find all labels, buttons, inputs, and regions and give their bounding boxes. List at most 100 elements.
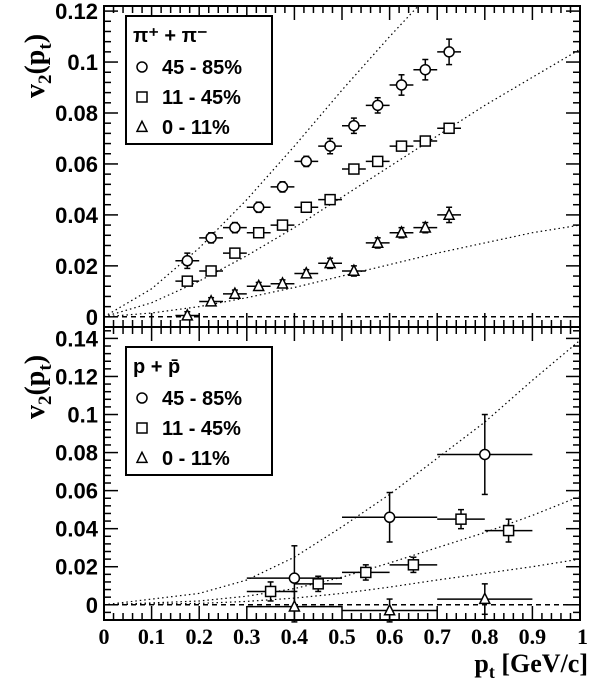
circle-marker — [136, 392, 148, 404]
x-tick-label: 0.2 — [185, 624, 213, 649]
triangle-marker — [347, 263, 361, 277]
square-marker — [276, 219, 289, 231]
square-marker — [407, 559, 420, 571]
series-circle — [175, 38, 461, 270]
circle-marker — [276, 181, 289, 193]
data-point — [246, 226, 271, 239]
y-tick-label: 0.12 — [55, 364, 98, 389]
data-point — [246, 590, 342, 623]
y-axis-label: v2(pt) — [20, 34, 56, 98]
model-curve — [104, 48, 580, 318]
data-point — [294, 201, 319, 214]
data-point — [318, 193, 342, 206]
data-point — [413, 135, 438, 147]
data-point — [294, 575, 342, 593]
square-marker — [443, 122, 455, 135]
y-tick-label: 0.08 — [55, 441, 98, 466]
top-panel: 0 0.02 0.04 0.06 0.08 0.1 0.12 v2(pt) π⁺ + π⁻ 45 … — [20, 0, 581, 330]
legend-entry: 11 - 45% — [162, 87, 241, 109]
square-marker — [324, 193, 336, 206]
x-ticks — [103, 327, 581, 620]
data-point — [437, 413, 533, 496]
y-tick-label: 0.04 — [55, 517, 99, 542]
data-point — [389, 140, 414, 152]
x-tick-label: 1 — [577, 624, 588, 649]
y-tick-label: 0 — [86, 305, 98, 330]
triangle-marker — [395, 225, 408, 238]
triangle-marker — [181, 308, 194, 321]
data-point — [437, 38, 461, 66]
data-point — [342, 117, 366, 135]
data-point — [437, 508, 485, 530]
series-circle — [246, 413, 533, 612]
square-marker — [312, 578, 324, 590]
data-point — [365, 155, 390, 168]
y-tick-label: 0.1 — [67, 50, 98, 75]
legend-entry: 11 - 45% — [162, 418, 241, 440]
x-tick-label: 0.6 — [376, 624, 404, 649]
circle-marker — [383, 511, 396, 524]
data-point — [270, 181, 295, 193]
data-point — [199, 265, 223, 277]
data-point — [246, 581, 295, 602]
triangle-marker — [252, 278, 265, 292]
series-triangle — [175, 206, 461, 321]
square-marker — [205, 265, 217, 277]
x-axis-label: pt [GeV/c] — [474, 649, 588, 681]
triangle-marker — [204, 294, 218, 307]
legend-box — [125, 346, 273, 476]
square-marker — [360, 566, 372, 579]
data-point — [342, 598, 438, 623]
y-tick-label: 0.12 — [55, 0, 98, 24]
triangle-marker — [371, 235, 384, 248]
legend-entry: 45 - 85% — [162, 388, 242, 410]
data-point — [365, 96, 390, 114]
data-point — [294, 155, 319, 168]
data-point — [199, 231, 223, 244]
circle-marker — [205, 232, 217, 244]
x-tick-label: 0.4 — [281, 624, 309, 649]
circle-marker — [371, 99, 384, 112]
y-tick-label: 0.06 — [55, 152, 98, 177]
triangle-marker — [442, 207, 456, 220]
y-tick-label: 0.1 — [67, 403, 98, 428]
circle-marker — [288, 572, 301, 584]
data-point — [342, 163, 366, 175]
y-tick-label: 0.06 — [55, 479, 98, 504]
legend-title: π⁺ + π⁻ — [133, 25, 208, 47]
data-point — [389, 556, 438, 574]
x-tick-label: 0.1 — [138, 624, 166, 649]
data-point — [484, 518, 533, 543]
data-point — [270, 276, 295, 289]
model-curve — [104, 6, 419, 318]
y-tick-label: 0.02 — [55, 555, 98, 580]
legend-entry: 0 - 11% — [162, 448, 230, 470]
data-points — [246, 413, 533, 623]
circle-marker — [479, 448, 491, 461]
circle-marker — [419, 63, 432, 76]
square-marker — [136, 91, 148, 103]
series-square — [175, 122, 461, 287]
legend-entry: 45 - 85% — [162, 57, 242, 79]
triangle-marker — [323, 255, 337, 269]
y-axis-label: v2(pt) — [20, 355, 56, 419]
square-marker — [371, 155, 384, 168]
data-point — [294, 266, 319, 279]
circle-marker — [324, 140, 336, 152]
series-square — [246, 508, 533, 602]
x-axis-labels: 0 0.1 0.2 0.3 0.4 0.5 0.6 0.7 0.8 0.9 1pt [GeV/c] — [99, 624, 589, 681]
data-point — [365, 235, 390, 249]
data-point — [389, 74, 414, 96]
data-point — [223, 286, 247, 299]
x-tick-label: 0.9 — [519, 624, 547, 649]
square-marker — [300, 201, 313, 214]
square-marker — [502, 524, 515, 537]
x-tick-label: 0 — [99, 624, 110, 649]
bottom-panel: 0 0.02 0.04 0.06 0.08 0.1 0.12 0.14 v2(pt) p + p̄… — [20, 326, 581, 623]
data-points — [175, 38, 461, 321]
triangle-marker — [288, 599, 301, 612]
square-marker — [229, 247, 241, 259]
circle-marker — [181, 255, 194, 267]
legend-box — [125, 15, 273, 145]
